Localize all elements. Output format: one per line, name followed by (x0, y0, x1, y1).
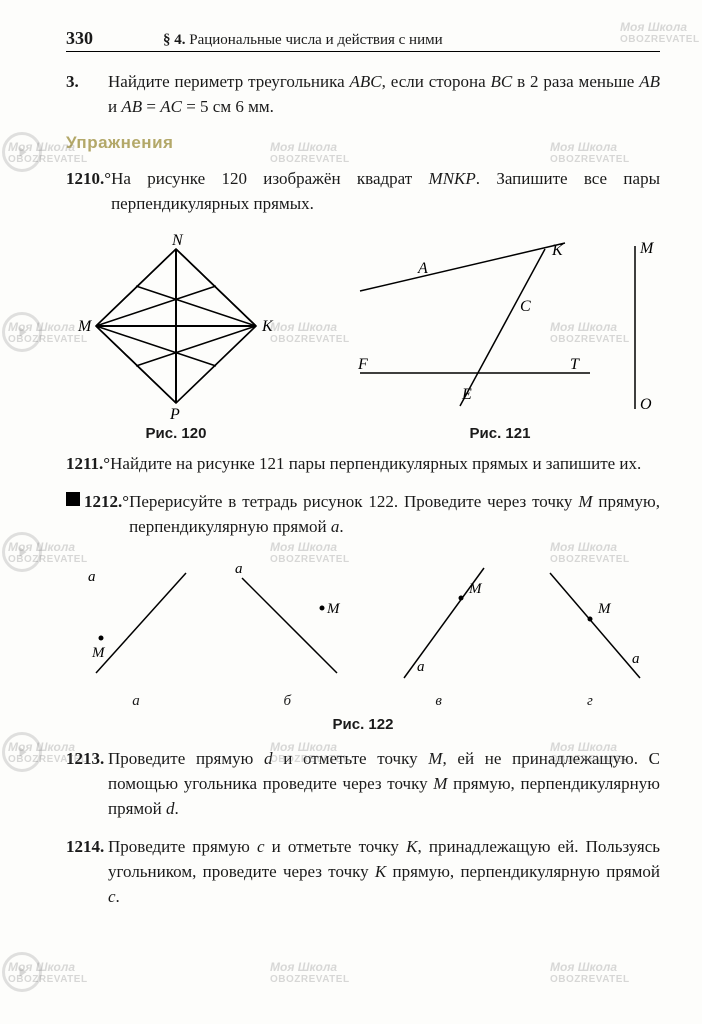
page-number: 330 (66, 28, 93, 49)
figure-121: A K C F E T M O Рис. 121 (340, 231, 660, 442)
problem-text: На рисунке 120 изображён квадрат MNKP. З… (111, 167, 660, 216)
label-N: N (171, 232, 184, 249)
exercises-heading: Упражнения (66, 133, 660, 153)
figures-row-1: N K P M Рис. 120 (66, 231, 660, 442)
label-E: E (461, 386, 472, 403)
fig122g-svg: a M (520, 553, 660, 693)
svg-text:M: M (91, 645, 106, 661)
page-header: 330 § 4. Рациональные числа и действия с… (66, 28, 660, 52)
svg-text:a: a (88, 569, 96, 585)
svg-text:a: a (632, 651, 640, 667)
sublabel-v: в (369, 693, 509, 710)
problem-text: Перерисуйте в тетрадь рисунок 122. Прове… (129, 490, 660, 539)
fig122a-svg: a M (66, 553, 206, 693)
figure-121-svg: A K C F E T M O (340, 231, 660, 421)
problem-number: 3. (66, 70, 108, 119)
fig122b-svg: a M (217, 553, 357, 693)
svg-text:M: M (597, 601, 612, 617)
figure-121-caption: Рис. 121 (340, 425, 660, 442)
figure-122-g: a M г (520, 553, 660, 710)
problem-number: 1210.° (66, 167, 111, 216)
problem-1213: 1213. Проведите прямую d и отметьте точк… (66, 747, 660, 821)
figure-122-v: a M в (369, 553, 509, 710)
svg-text:a: a (235, 561, 243, 577)
figure-122-caption: Рис. 122 (66, 716, 660, 733)
problem-number: 1214. (66, 835, 108, 909)
problem-text: Проведите прямую c и отметьте точку K, п… (108, 835, 660, 909)
problem-number: 1213. (66, 747, 108, 821)
label-C: C (520, 298, 531, 315)
svg-text:M: M (326, 601, 341, 617)
problem-text: Найдите на рисунке 121 пары перпендикуля… (110, 452, 660, 477)
problem-text: Найдите периметр треугольника ABC, если … (108, 70, 660, 119)
figure-120-svg: N K P M (66, 231, 286, 421)
problem-number: 1211.° (66, 452, 110, 477)
problem-1212: 1212.° Перерисуйте в тетрадь рисунок 122… (66, 490, 660, 539)
label-T: T (570, 356, 580, 373)
problem-1210: 1210.° На рисунке 120 изображён квадрат … (66, 167, 660, 216)
label-P: P (169, 406, 180, 421)
problem-1211: 1211.° Найдите на рисунке 121 пары перпе… (66, 452, 660, 477)
sublabel-b: б (217, 693, 357, 710)
fig122v-svg: a M (369, 553, 509, 693)
figures-row-2: a M а a M б a (66, 553, 660, 710)
sublabel-g: г (520, 693, 660, 710)
figure-122-a: a M а (66, 553, 206, 710)
svg-text:M: M (468, 581, 483, 597)
page: 330 § 4. Рациональные числа и действия с… (0, 0, 702, 1024)
section-title: § 4. Рациональные числа и действия с ним… (163, 32, 443, 49)
problem-3: 3. Найдите периметр треугольника ABC, ес… (66, 70, 660, 119)
marker-icon (66, 492, 80, 506)
problem-number: 1212.° (66, 490, 129, 539)
label-K: K (261, 318, 274, 335)
label-A: A (417, 260, 428, 277)
sublabel-a: а (66, 693, 206, 710)
figure-122-b: a M б (217, 553, 357, 710)
svg-text:a: a (417, 659, 425, 675)
figure-120: N K P M Рис. 120 (66, 231, 286, 442)
label-O: O (640, 396, 652, 413)
label-M: M (77, 318, 93, 335)
figure-120-caption: Рис. 120 (66, 425, 286, 442)
label-F: F (357, 356, 368, 373)
label-Mv: M (639, 240, 655, 257)
problem-1214: 1214. Проведите прямую c и отметьте точк… (66, 835, 660, 909)
label-K: K (551, 242, 564, 259)
problem-text: Проведите прямую d и отметьте точку M, е… (108, 747, 660, 821)
